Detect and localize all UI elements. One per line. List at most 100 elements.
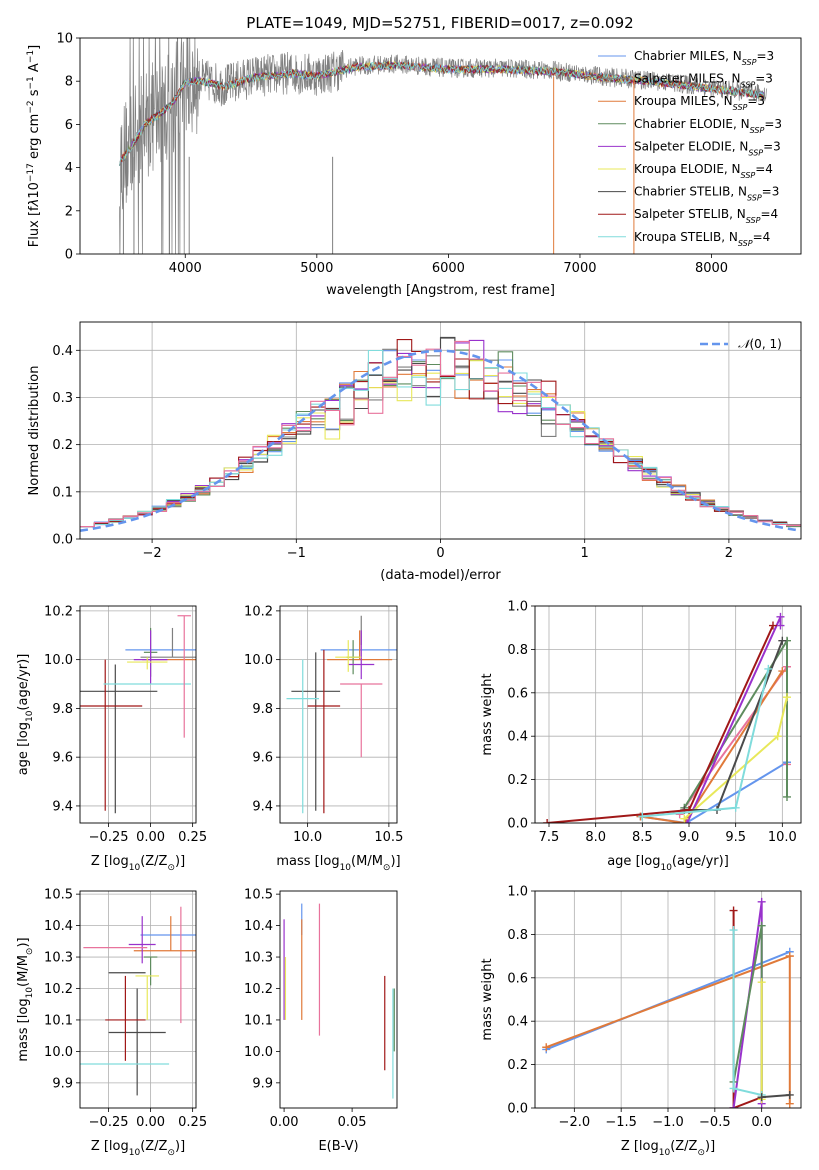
mw-age-marker xyxy=(680,814,689,823)
mw-z-marker xyxy=(757,978,766,987)
mw-z-series-2 xyxy=(545,955,791,1049)
mass-z-point xyxy=(105,975,146,1061)
age-z-xtick-label: 0.00 xyxy=(136,830,165,845)
mass-z-ytick-label: 10.3 xyxy=(44,951,73,966)
age-mass-ytick-label: 10.2 xyxy=(244,604,273,619)
age-z-point xyxy=(177,615,191,738)
spectrum-xtick-label: 6000 xyxy=(432,261,465,276)
mass-z-ytick-label: 10.4 xyxy=(44,919,73,934)
spectrum-xtick-label: 5000 xyxy=(300,261,333,276)
mass-z-point xyxy=(135,975,160,1020)
spectrum-ytick-label: 6 xyxy=(65,118,73,133)
mw-z-marker xyxy=(785,952,794,961)
age-z-ytick-label: 10.0 xyxy=(44,653,73,668)
mass-ebv-ytick-label: 10.3 xyxy=(244,951,273,966)
spectrum-ytick-label: 0 xyxy=(65,248,73,263)
age-mass-plot-area xyxy=(286,615,397,814)
spectrum-plot-area xyxy=(119,38,768,254)
mass-ebv-xtick-label: 0.00 xyxy=(270,1115,299,1130)
age-z-plot-area xyxy=(80,615,196,814)
age-z-ylabel: age [log10(age/yr)] xyxy=(16,654,35,776)
mw-age-xlabel: age [log10(age/yr)] xyxy=(607,854,729,873)
mass-z-xtick-label: 0.00 xyxy=(136,1115,165,1130)
mass-z-ytick-label: 10.0 xyxy=(44,1045,73,1060)
mw-age-ytick-label: 0.4 xyxy=(507,730,528,745)
normal-reference-curve xyxy=(80,349,801,532)
age-mass-xtick-label: 10.0 xyxy=(293,830,322,845)
spectrum-xtick-label: 7000 xyxy=(563,261,596,276)
spectrum-ytick-label: 8 xyxy=(65,75,73,90)
age-z-xlabel: Z [log10(Z/Z⊙)] xyxy=(91,854,185,873)
mw-age-plot-area xyxy=(543,612,791,823)
mw-z-ytick-label: 0.0 xyxy=(507,1102,528,1117)
age-mass-ytick-label: 9.6 xyxy=(252,751,273,766)
mw-z-marker xyxy=(729,1084,738,1093)
model-spectrum-9 xyxy=(119,61,765,166)
age-z-ytick-label: 9.4 xyxy=(52,799,73,814)
age-z-ytick-label: 9.8 xyxy=(52,702,73,717)
mass-z-point xyxy=(128,916,156,964)
age-z-point xyxy=(80,659,143,811)
mw-z-marker xyxy=(785,1099,794,1108)
age-mass-frame xyxy=(279,605,398,824)
mass-ebv-ytick-label: 10.2 xyxy=(244,982,273,997)
age-mass-point xyxy=(291,652,341,811)
mw-age-marker xyxy=(776,612,785,621)
age-z-xtick-label: 0.25 xyxy=(178,830,207,845)
mw-age-frame xyxy=(534,605,802,824)
mw-age-marker xyxy=(731,803,740,812)
spectrum-legend: Chabrier MILES, NSSP=3 Salpeter MILES, NS… xyxy=(598,49,782,247)
mass-ebv-ytick-label: 9.9 xyxy=(252,1076,273,1091)
mass-z-ytick-label: 9.9 xyxy=(52,1076,73,1091)
mw-z-marker xyxy=(757,897,766,906)
age-z-xtick-label: −0.25 xyxy=(89,830,129,845)
age-mass-point xyxy=(307,649,341,814)
spectrum-xlabel: wavelength [Angstrom, rest frame] xyxy=(326,283,555,298)
mw-z-ytick-label: 0.4 xyxy=(507,1015,528,1030)
mass-z-plot-area xyxy=(80,906,196,1096)
mw-age-series-5 xyxy=(686,616,782,823)
mass-vs-ebv-panel: 0.00 0.05 9.9 10.0 10.1 10.2 10.3 10.4 10.5 E(B-V… xyxy=(244,888,398,1154)
mw-z-marker xyxy=(757,1093,766,1102)
mw-z-ytick-label: 0.6 xyxy=(507,971,528,986)
mw-age-xtick-label: 9.5 xyxy=(725,830,746,845)
residuals-ytick-label: 0.3 xyxy=(52,391,73,406)
mw-age-marker xyxy=(776,621,785,630)
figure-title: PLATE=1049, MJD=52751, FIBERID=0017, z=0… xyxy=(246,14,633,32)
mass-ebv-ytick-label: 10.5 xyxy=(244,888,273,903)
residuals-legend-label: 𝒩(0, 1) xyxy=(738,337,782,351)
age-mass-ytick-label: 9.4 xyxy=(252,799,273,814)
mw-age-marker xyxy=(778,636,787,645)
mw-age-marker xyxy=(773,732,782,741)
residuals-frame xyxy=(79,321,802,540)
mw-age-ytick-label: 0.2 xyxy=(507,773,528,788)
mw-z-plot-area xyxy=(542,897,794,1108)
mass-z-xtick-label: 0.25 xyxy=(178,1115,207,1130)
mw-z-xtick-label: −2.0 xyxy=(559,1115,591,1130)
mw-z-marker xyxy=(729,926,738,935)
mw-age-marker xyxy=(783,792,791,801)
mw-age-xtick-label: 7.5 xyxy=(539,830,560,845)
spectrum-xtick-label: 4000 xyxy=(169,261,202,276)
mw-z-marker xyxy=(729,1104,738,1108)
residuals-ytick-label: 0.4 xyxy=(52,344,73,359)
mass-vs-metallicity-panel: −0.25 0.00 0.25 9.9 10.0 10.1 10.2 10.3 10.4 10.5… xyxy=(16,888,207,1158)
spectrum-ytick-label: 4 xyxy=(65,161,73,176)
spectrum-xtick-label: 8000 xyxy=(695,261,728,276)
mw-age-xtick-label: 8.0 xyxy=(585,830,606,845)
mass-ebv-ytick-label: 10.4 xyxy=(244,919,273,934)
age-mass-point xyxy=(340,683,383,758)
mass-z-xtick-label: −0.25 xyxy=(89,1115,129,1130)
legend-entry: Salpeter STELIB, NSSP=4 xyxy=(634,207,778,225)
residuals-panel: −2 −1 0 1 2 0.0 0.1 0.2 0.3 0.4 𝒩(0, 1) (data-model… xyxy=(27,321,802,583)
residuals-xtick-label: 2 xyxy=(725,546,733,561)
mw-z-marker xyxy=(785,1090,794,1099)
legend-entry: Salpeter ELODIE, NSSP=3 xyxy=(634,139,781,157)
mw-age-xtick-label: 10.0 xyxy=(768,830,797,845)
mass-z-point xyxy=(108,988,166,1096)
legend-entry: Chabrier ELODIE, NSSP=3 xyxy=(634,117,782,135)
mw-age-marker xyxy=(683,819,692,823)
spectrum-ytick-label: 2 xyxy=(65,204,73,219)
mw-age-marker xyxy=(764,664,773,673)
